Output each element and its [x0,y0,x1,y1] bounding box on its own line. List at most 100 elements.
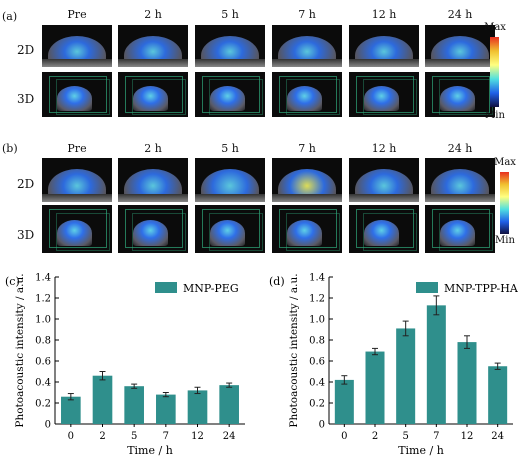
y-tick-label: 1.0 [35,315,51,326]
panel-a-2d-image-4 [349,25,419,67]
x-tick-label: 12 [191,431,204,442]
y-tick-label: 0.6 [309,357,325,368]
panel-b-2d-image-1 [118,158,188,202]
y-tick-label: 1.2 [309,294,325,305]
bar [457,342,477,424]
x-tick-label: 7 [433,431,439,442]
y-tick-label: 1.4 [35,273,51,284]
chart-c: 0 0.2 0.4 0.6 0.8 1.0 1.2 1.4 0 2 5 7 12 24 Time / h Ph… [5,273,245,457]
panel-b-2d-image-5 [425,158,495,202]
panel-a-3d-image-4 [349,72,419,117]
panel-b-row-2d: 2D [17,177,35,191]
y-tick-label: 1.4 [309,273,325,284]
panel-a-time-5: 24 h [447,8,473,21]
y-tick-label: 0.2 [309,399,325,410]
bar [187,390,208,424]
y-tick-label: 0.4 [309,378,325,389]
panel-a-time-0: Pre [67,8,87,21]
bar [92,375,113,424]
panel-b-time-3: 7 h [298,142,316,155]
panel-b-colorbar-min: Min [495,235,515,246]
panel-b-colorbar [500,172,509,234]
panel-a-time-1: 2 h [144,8,162,21]
y-tick-label: 0.4 [35,378,51,389]
y-axis-label: Photoacoustic intensity / a.u. [14,273,26,427]
panel-b-3d-image-5 [425,205,495,253]
bar [219,385,239,424]
bar [156,394,176,424]
panel-a-colorbar [490,37,499,107]
panel-b-label: (b) [2,142,18,155]
x-tick-label: 0 [68,431,74,442]
y-tick-label: 0.8 [35,336,51,347]
x-axis-label: Time / h [127,444,173,457]
bar [334,379,354,424]
y-tick-label: 1.0 [309,315,325,326]
panel-a-3d-image-0 [42,72,112,117]
panel-b-time-0: Pre [67,142,87,155]
x-tick-label: 24 [223,431,236,442]
panel-a-3d-image-1 [118,72,188,117]
y-tick-label: 0 [319,420,325,431]
panel-a-time-3: 7 h [298,8,316,21]
bar [488,366,508,424]
panel-b-time-2: 5 h [221,142,239,155]
panel-a-colorbar-max: Max [484,22,506,33]
x-tick-label: 2 [99,431,105,442]
panel-a-time-4: 12 h [371,8,397,21]
panel-a-3d-image-3 [272,72,342,117]
x-tick-label: 12 [461,431,474,442]
panel-b-2d-image-2 [195,158,265,202]
panel-b-time-1: 2 h [144,142,162,155]
bar [426,305,446,424]
y-tick-label: 0 [45,420,51,431]
panel-b-time-4: 12 h [371,142,397,155]
panel-a-2d-image-5 [425,25,495,67]
legend-label: MNP-PEG [183,282,239,295]
legend-swatch [416,282,438,293]
x-tick-label: 24 [491,431,504,442]
y-tick-label: 1.2 [35,294,51,305]
panel-b-2d-image-0 [42,158,112,202]
panel-label: (c) [5,275,20,288]
x-tick-label: 0 [341,431,347,442]
panel-a-colorbar-min: Min [485,110,505,121]
panel-a-2d-image-1 [118,25,188,67]
panel-a-2d-image-3 [272,25,342,67]
panel-b-2d-image-3 [272,158,342,202]
panel-b-3d-image-1 [118,205,188,253]
x-axis-label: Time / h [398,444,444,457]
legend-label: MNP-TPP-HA [444,282,519,295]
panel-a-label: (a) [2,10,18,23]
panel-a-2d-image-2 [195,25,265,67]
panel-b-row-3d: 3D [17,228,35,242]
panel-a-time-2: 5 h [221,8,239,21]
panel-a-row-3d: 3D [17,92,35,106]
bar [396,328,416,424]
panel-b-3d-image-2 [195,205,265,253]
y-tick-label: 0.2 [35,399,51,410]
chart-d: 0 0.2 0.4 0.6 0.8 1.0 1.2 1.4 0 2 5 7 12 24 Time / h Ph… [269,273,519,458]
y-tick-label: 0.6 [35,357,51,368]
panel-b-time-5: 24 h [447,142,473,155]
panel-b-3d-image-0 [42,205,112,253]
panel-b-colorbar-max: Max [494,157,516,168]
panel-a-3d-image-5 [425,72,495,117]
panel-b-2d-image-4 [349,158,419,202]
x-tick-label: 5 [131,431,137,442]
y-axis-label: Photoacoustic intensity / a.u. [288,273,300,427]
x-tick-label: 7 [163,431,169,442]
y-tick-label: 0.8 [309,336,325,347]
panel-a-row-2d: 2D [17,43,35,57]
bar [61,396,81,424]
panel-a-3d-image-2 [195,72,265,117]
x-tick-label: 5 [402,431,408,442]
panel-a-2d-image-0 [42,25,112,67]
bar [365,351,385,424]
panel-b-3d-image-4 [349,205,419,253]
legend-swatch [155,282,177,293]
x-tick-label: 2 [372,431,378,442]
bar [124,386,144,424]
panel-label: (d) [269,275,285,288]
panel-b-3d-image-3 [272,205,342,253]
